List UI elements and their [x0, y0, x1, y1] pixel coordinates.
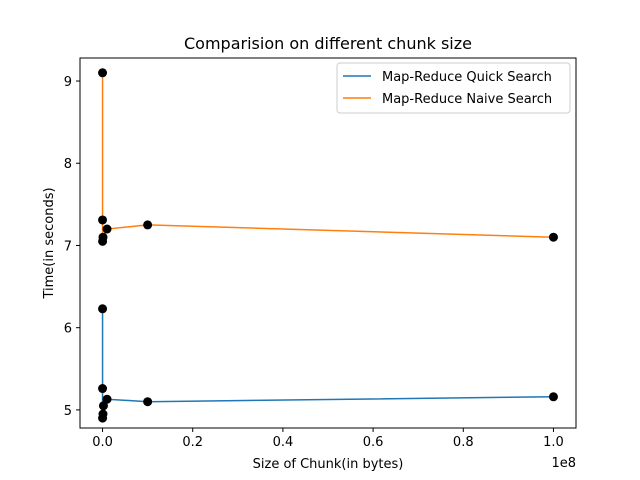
data-point-series-1-6 [102, 394, 112, 404]
x-axis-ticks: 0.0 0.2 0.4 0.6 0.8 1.0 [92, 428, 564, 450]
data-point-series-2-4 [98, 232, 108, 242]
x-tick-label: 0.4 [273, 435, 294, 450]
y-tick-label: 9 [64, 75, 72, 90]
legend-label-2: Map-Reduce Naive Search [382, 92, 552, 107]
data-point-series-1-4 [98, 409, 108, 419]
data-point-series-2-2 [98, 215, 108, 225]
data-point-series-2-6 [143, 220, 153, 230]
data-point-series-1-7 [143, 397, 153, 407]
x-tick-label: 0.2 [182, 435, 203, 450]
x-tick-label: 0.0 [92, 435, 113, 450]
y-tick-label: 5 [64, 404, 72, 419]
chart-title: Comparision on different chunk size [184, 34, 472, 53]
y-tick-label: 7 [64, 239, 72, 254]
legend-box [336, 62, 571, 114]
x-tick-label: 0.6 [363, 435, 384, 450]
plot-markers [98, 68, 558, 423]
y-tick-label: 6 [64, 322, 72, 337]
y-axis-label: Time(in seconds) [42, 187, 57, 299]
plot-frame [79, 57, 577, 429]
x-tick-label: 1.0 [543, 435, 564, 450]
data-point-series-2-1 [98, 68, 108, 78]
x-axis-offset-label: 1e8 [551, 456, 576, 471]
legend-entries: Map-Reduce Quick Search Map-Reduce Naive … [343, 70, 552, 107]
x-axis-label: Size of Chunk(in bytes) [253, 457, 404, 472]
data-point-series-1-1 [98, 304, 108, 314]
data-point-series-1-8 [548, 392, 558, 402]
data-point-series-1-2 [98, 384, 108, 394]
y-axis-ticks: 5 6 7 8 9 [64, 75, 80, 419]
y-tick-label: 8 [64, 157, 72, 172]
data-point-series-2-7 [548, 232, 558, 242]
x-tick-label: 0.8 [453, 435, 474, 450]
data-point-series-2-5 [102, 224, 112, 234]
legend-label-1: Map-Reduce Quick Search [382, 70, 552, 85]
legend: Map-Reduce Quick Search Map-Reduce Naive … [336, 62, 571, 114]
data-point-series-1-5 [98, 401, 108, 411]
